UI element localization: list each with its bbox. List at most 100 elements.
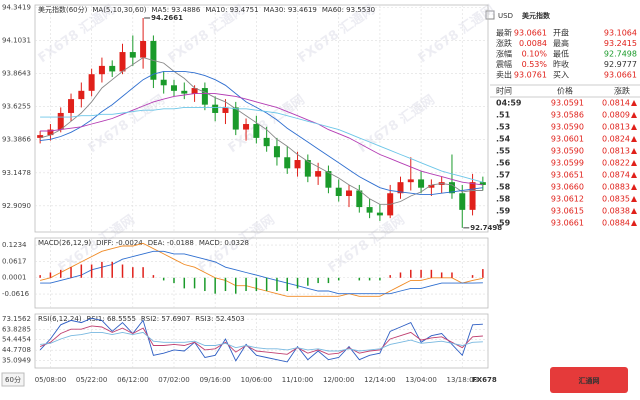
series-line [39, 57, 483, 205]
quote-symbol: USD [498, 12, 513, 20]
candle-body [212, 104, 219, 113]
legend-entry: MA10: 93.4751 [205, 6, 258, 14]
tick-price: 93.0651 [551, 171, 584, 180]
quote-label: 开盘 [553, 28, 569, 38]
quote-label: 最低 [553, 49, 569, 59]
tick-change: 0.0813 [602, 147, 630, 156]
tick-change: 0.0809 [602, 111, 630, 120]
y-tick-label: 0.0617 [2, 257, 27, 265]
x-tick-label: 12/14:00 [364, 376, 395, 384]
tick-change: 0.0813 [602, 123, 630, 132]
annotation: 92.7498 [470, 224, 502, 232]
candle-body [129, 52, 136, 58]
candle-body [315, 171, 322, 177]
quote-value: 93.0761 [514, 71, 547, 80]
series-line [40, 93, 483, 186]
candle-body [469, 182, 476, 210]
tick-change: 0.0835 [602, 195, 630, 204]
tick-time: .58 [496, 183, 511, 192]
quote-label: 最新 [496, 28, 512, 38]
legend-entry: DIFF: -0.0024 [96, 239, 143, 247]
panel-frame [34, 4, 489, 233]
x-tick-label: 05/08:00 [35, 376, 66, 384]
series-line [39, 317, 483, 363]
up-arrow [631, 208, 637, 214]
candle-body [57, 112, 64, 130]
y-tick-label: 92.9090 [2, 202, 31, 210]
candle-body [109, 65, 116, 72]
logo-box [550, 367, 628, 393]
y-tick-label: 94.1031 [2, 37, 31, 45]
quote-label: 涨跌 [496, 38, 512, 48]
ticks-header: 涨跌 [614, 86, 630, 96]
up-arrow [631, 184, 637, 190]
candle-body [263, 137, 270, 147]
quote-value: 93.2415 [604, 39, 637, 48]
period-button[interactable] [1, 372, 25, 387]
up-arrow [631, 160, 637, 166]
tick-change: 0.0838 [602, 207, 630, 216]
candle-body [119, 52, 126, 72]
tick-price: 93.0615 [551, 207, 584, 216]
x-tick-label: 07/02:00 [158, 376, 189, 384]
tick-change: 0.0822 [602, 159, 630, 168]
quote-name: 美元指数 [522, 11, 551, 20]
tick-time: .55 [496, 147, 511, 156]
watermark: FX678 汇通网 [415, 2, 498, 66]
y-tick-label: 93.1478 [2, 169, 31, 177]
candle-body [376, 212, 383, 216]
quote-value: 93.0661 [604, 71, 637, 80]
candle-body [459, 193, 466, 210]
tick-time: .57 [496, 171, 510, 180]
x-tick-label: 12/00:00 [323, 376, 354, 384]
period-label[interactable]: 60分 [5, 375, 21, 384]
quote-label: 涨幅 [496, 49, 512, 59]
candle-body [304, 160, 311, 177]
legend-entry: DEA: -0.0188 [148, 239, 194, 247]
candle-body [407, 179, 414, 183]
y-tick-label: 63.8285 [2, 325, 31, 333]
y-tick-label: 54.4454 [2, 336, 31, 344]
quote-value: 0.0084 [519, 39, 547, 48]
tick-price: 93.0590 [551, 147, 584, 156]
candle-body [397, 182, 404, 194]
quote-value: 0.10% [522, 50, 548, 59]
tick-price: 93.0660 [551, 183, 584, 192]
tick-time: .59 [496, 207, 511, 216]
chart-title: 美元指数(60分) [38, 5, 88, 14]
panel-frame [34, 237, 489, 309]
logo-brand: FX678 [472, 376, 497, 384]
candle-body [253, 124, 260, 138]
candle-body [294, 160, 301, 169]
candle-body [47, 129, 54, 136]
up-arrow [631, 148, 637, 154]
x-tick-label: 05/22:00 [76, 376, 107, 384]
watermark: FX678 汇通网 [325, 212, 408, 276]
y-tick-label: 94.3419 [2, 4, 31, 12]
quote-label: 最高 [553, 38, 569, 48]
x-tick-label: 13/18:00 [447, 376, 478, 384]
legend-entry: MACD: 0.0328 [199, 239, 249, 247]
candle-body [428, 184, 435, 188]
candle-body [335, 187, 342, 197]
tick-change: 0.0874 [602, 171, 630, 180]
candle-body [325, 171, 332, 188]
candle-body [346, 190, 353, 197]
series-line [40, 70, 483, 196]
y-tick-label: 35.0949 [2, 357, 31, 365]
legend-entry: RSI2: 57.6907 [141, 315, 190, 323]
y-tick-label: 93.6255 [2, 103, 31, 111]
candle-body [181, 90, 188, 94]
tick-time: .58 [496, 195, 511, 204]
candle-body [284, 157, 291, 169]
series-line [40, 250, 483, 295]
quote-value: 93.1064 [604, 29, 637, 38]
candle-body [418, 179, 425, 188]
x-tick-label: 10/06:00 [241, 376, 272, 384]
candle-body [170, 85, 177, 91]
series-line [39, 325, 483, 355]
quote-panel [490, 0, 640, 400]
tick-price: 93.0586 [551, 111, 584, 120]
tick-price: 93.0591 [551, 99, 584, 108]
